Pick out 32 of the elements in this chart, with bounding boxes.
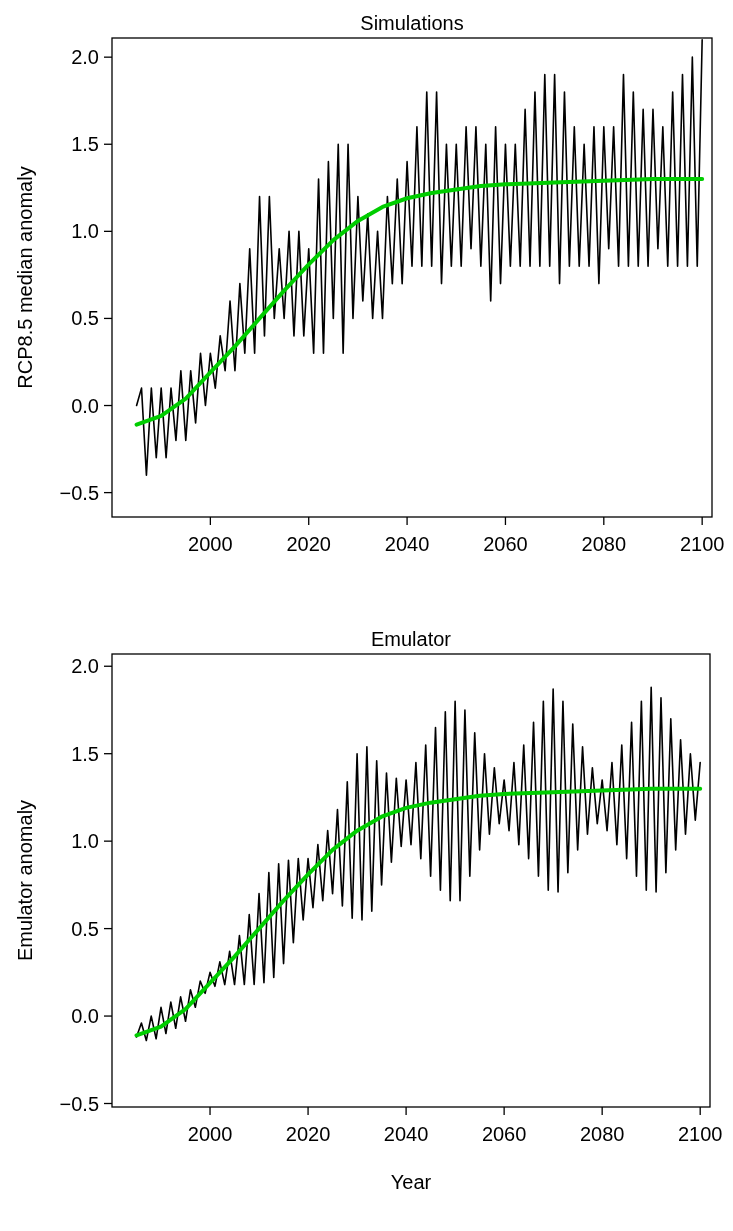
x-tick-label: 2060 xyxy=(483,533,528,555)
x-tick-label: 2100 xyxy=(679,533,725,555)
x-tick-label: 2020 xyxy=(285,1123,331,1145)
y-tick-label: 1.0 xyxy=(71,830,99,853)
y-tick-label: 0.0 xyxy=(71,394,99,417)
line-series xyxy=(134,177,705,427)
x-tick-label: 2080 xyxy=(579,1123,625,1145)
y-axis-title: RCP8.5 median anomaly xyxy=(14,166,36,389)
y-tick-label: 2.0 xyxy=(71,46,99,69)
x-tick-label: 2000 xyxy=(188,533,233,555)
y-tick-label: 1.5 xyxy=(71,742,99,765)
x-tick-label: 2040 xyxy=(384,533,430,555)
line-series xyxy=(135,686,701,1042)
y-axis-title: Emulator anomaly xyxy=(14,799,36,962)
y-tick-label: 0.5 xyxy=(71,917,99,940)
x-tick-label: 2020 xyxy=(286,533,331,555)
x-tick-label: 2000 xyxy=(187,1123,233,1145)
y-tick-label: 1.0 xyxy=(71,220,99,243)
y-tick-label: 1.5 xyxy=(71,133,99,156)
x-tick-label: 2060 xyxy=(481,1123,527,1145)
x-tick-label: 2080 xyxy=(581,533,627,555)
line-series xyxy=(134,786,703,1038)
x-tick-label: 2040 xyxy=(383,1123,429,1145)
x-axis-title: Year xyxy=(390,1171,432,1193)
chart-title: Simulations xyxy=(360,12,464,34)
x-tick-label: 2100 xyxy=(677,1123,723,1145)
y-tick-label: −0.5 xyxy=(59,1092,99,1115)
y-tick-label: 2.0 xyxy=(71,655,99,678)
chart-title: Emulator xyxy=(370,628,452,650)
y-tick-label: −0.5 xyxy=(59,481,99,504)
y-tick-label: 0.0 xyxy=(71,1005,99,1028)
y-tick-label: 0.5 xyxy=(71,307,99,330)
